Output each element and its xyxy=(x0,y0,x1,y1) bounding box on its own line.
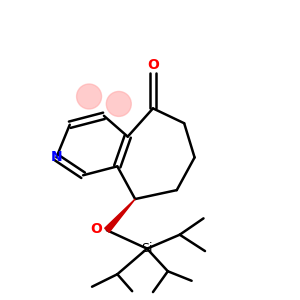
Text: O: O xyxy=(91,222,102,236)
Circle shape xyxy=(76,84,102,109)
Text: Si: Si xyxy=(141,242,153,255)
Polygon shape xyxy=(105,199,135,232)
Text: N: N xyxy=(51,150,62,164)
Text: O: O xyxy=(147,58,159,72)
Circle shape xyxy=(106,92,131,116)
